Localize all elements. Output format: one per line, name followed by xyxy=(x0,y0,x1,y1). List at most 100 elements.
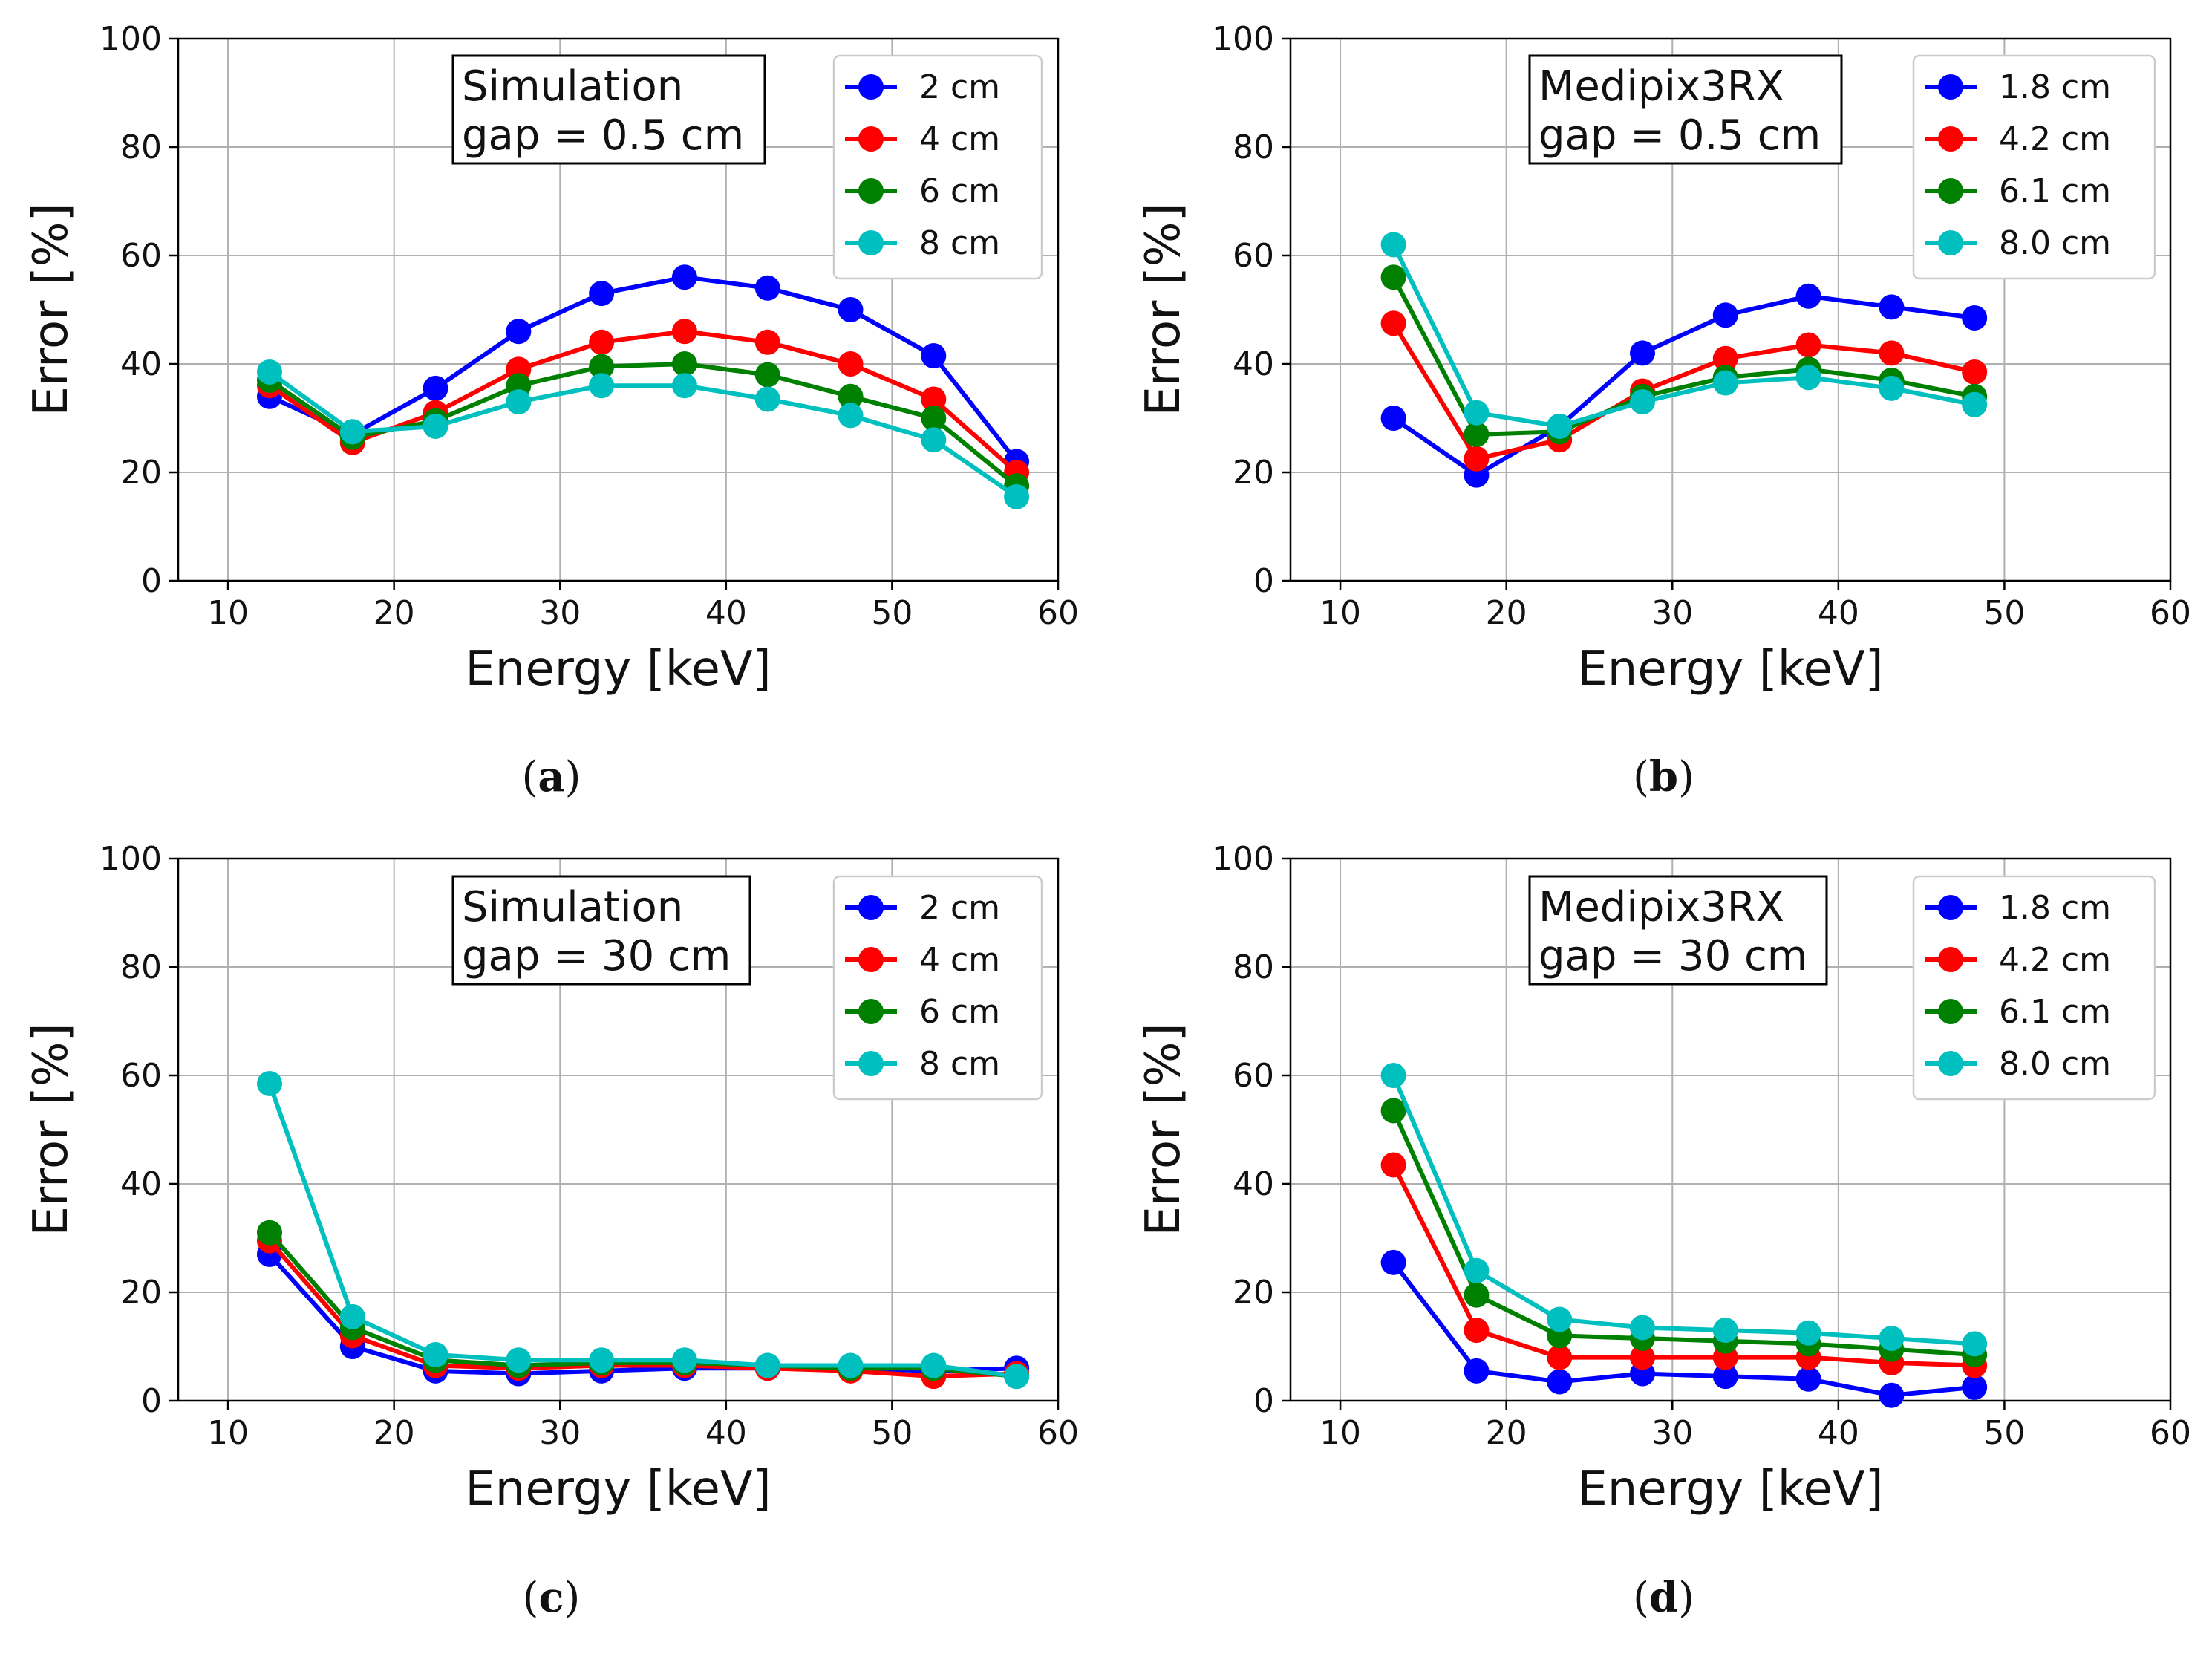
y-tick-label: 80 xyxy=(1233,128,1274,166)
x-tick-label: 40 xyxy=(705,1414,747,1452)
y-axis-label: Error [%] xyxy=(1136,203,1191,416)
annotation-frame xyxy=(451,875,751,986)
legend-marker xyxy=(858,74,884,100)
series-line-2cm xyxy=(268,275,1019,463)
series-line-4.2cm xyxy=(1391,1164,1975,1368)
panel-a: 10 20 30 40 50 60 0 20 40 60 80 100 Energy [keV] Erro… xyxy=(24,20,1079,801)
legend-label: 2 cm xyxy=(919,68,1000,106)
y-tick-label: 0 xyxy=(1253,1382,1274,1420)
x-tick-label: 30 xyxy=(539,1414,581,1452)
x-tick-label: 60 xyxy=(2150,1414,2191,1452)
legend-label: 8.0 cm xyxy=(1999,224,2111,262)
panel-caption: (a) xyxy=(521,752,581,801)
legend-label: 8 cm xyxy=(919,224,1000,262)
legend-marker xyxy=(1938,230,1963,255)
panel-d: 10 20 30 40 50 60 0 20 40 60 80 100 Energy [keV] Erro… xyxy=(1136,840,2191,1622)
data-point xyxy=(256,1070,282,1096)
data-point xyxy=(1464,1282,1490,1308)
x-tick-label: 20 xyxy=(1486,1414,1527,1452)
y-tick-label: 80 xyxy=(120,948,162,986)
x-tick-label: 40 xyxy=(1818,594,1859,632)
data-point xyxy=(1795,332,1821,358)
data-point xyxy=(838,383,864,409)
legend-label: 6.1 cm xyxy=(1999,993,2111,1031)
legend-marker xyxy=(858,178,884,204)
series-line-2cm xyxy=(267,1252,1017,1376)
data-point xyxy=(671,319,697,345)
x-tick-label: 40 xyxy=(705,594,747,632)
series-line-4cm xyxy=(267,1239,1017,1379)
y-tick-label: 60 xyxy=(120,1057,162,1095)
panel-caption: (c) xyxy=(523,1573,581,1622)
data-point xyxy=(589,373,615,399)
legend-marker xyxy=(858,999,884,1024)
data-point xyxy=(838,403,864,429)
x-tick-label: 60 xyxy=(1037,1414,1079,1452)
legend-marker xyxy=(1938,999,1963,1024)
data-point xyxy=(1962,305,1988,331)
series-line-6cm xyxy=(268,362,1019,488)
data-point xyxy=(423,375,448,401)
data-point xyxy=(1464,400,1490,426)
annotation-line: Simulation xyxy=(462,883,683,931)
data-point xyxy=(671,1347,697,1373)
legend-label: 1.8 cm xyxy=(1999,68,2111,106)
y-tick-label: 0 xyxy=(141,1382,162,1420)
data-point xyxy=(1464,446,1490,472)
y-tick-label: 60 xyxy=(1233,237,1274,275)
data-point xyxy=(1879,1326,1905,1352)
y-tick-label: 40 xyxy=(1233,1165,1274,1203)
data-point xyxy=(1962,359,1988,385)
data-point xyxy=(506,389,532,415)
legend-marker xyxy=(1938,1051,1963,1076)
x-tick-label: 10 xyxy=(207,594,249,632)
data-point xyxy=(256,1220,282,1246)
data-point xyxy=(1004,1364,1030,1390)
y-tick-label: 60 xyxy=(120,237,162,275)
x-tick-label: 60 xyxy=(1037,594,1079,632)
legend-frame xyxy=(1912,875,2156,1101)
panel-b: 10 20 30 40 50 60 0 20 40 60 80 100 Energy [keV] Erro… xyxy=(1136,20,2191,801)
x-tick-label: 50 xyxy=(1983,1414,2025,1452)
x-tick-label: 20 xyxy=(373,594,415,632)
data-point xyxy=(754,1352,780,1378)
data-point xyxy=(423,1341,448,1367)
series-line-8cm xyxy=(267,1082,1017,1379)
data-point xyxy=(339,1303,365,1329)
data-point xyxy=(754,362,780,388)
y-tick-label: 0 xyxy=(1253,562,1274,600)
legend-label: 4 cm xyxy=(919,941,1000,979)
series-line-1.8cm xyxy=(1392,293,1975,478)
data-point xyxy=(1547,1369,1573,1395)
annotation-line: Simulation xyxy=(462,62,683,111)
data-point xyxy=(1380,310,1406,336)
data-point xyxy=(671,264,697,290)
y-tick-label: 80 xyxy=(120,128,162,166)
y-axis-label: Error [%] xyxy=(24,1023,79,1236)
data-point xyxy=(1712,370,1738,396)
data-point xyxy=(589,1347,615,1373)
legend-marker xyxy=(858,1051,884,1076)
data-point xyxy=(671,351,697,377)
y-tick-label: 100 xyxy=(99,20,162,58)
data-point xyxy=(1795,1366,1821,1392)
legend-label: 6.1 cm xyxy=(1999,172,2111,210)
legend-frame xyxy=(832,875,1043,1101)
data-point xyxy=(1630,1344,1655,1370)
data-point xyxy=(921,427,947,453)
y-axis-label: Error [%] xyxy=(1136,1023,1191,1236)
y-tick-label: 100 xyxy=(1212,840,1274,878)
legend-label: 8 cm xyxy=(919,1045,1000,1083)
data-point xyxy=(921,386,947,412)
data-point xyxy=(838,297,864,322)
data-point xyxy=(1380,232,1406,258)
data-point xyxy=(838,351,864,377)
data-point xyxy=(506,319,532,345)
legend-label: 1.8 cm xyxy=(1999,889,2111,927)
series-line-8.0cm xyxy=(1391,244,1975,429)
data-point xyxy=(1464,421,1490,447)
y-tick-label: 40 xyxy=(120,1165,162,1203)
data-point xyxy=(339,419,365,445)
